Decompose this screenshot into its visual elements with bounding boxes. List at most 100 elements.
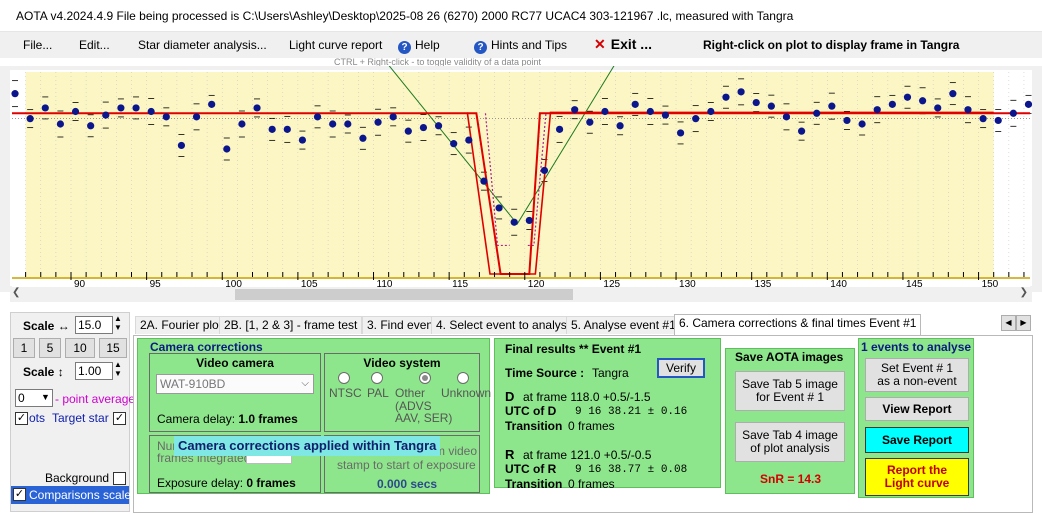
ntsc-radio[interactable]: [338, 372, 350, 384]
data-point[interactable]: [601, 107, 609, 116]
data-point[interactable]: [1024, 100, 1033, 108]
data-point[interactable]: [283, 125, 291, 133]
pts-checkbox[interactable]: ✓: [15, 412, 28, 425]
save-tab4-image-button[interactable]: Save Tab 4 image of plot analysis: [735, 422, 845, 462]
data-point[interactable]: [858, 120, 866, 128]
data-point[interactable]: [268, 125, 276, 133]
background-checkbox[interactable]: [113, 472, 126, 485]
scroll-left-icon[interactable]: ❮: [12, 287, 21, 298]
data-point[interactable]: [722, 93, 730, 101]
data-point[interactable]: [11, 90, 19, 98]
data-point[interactable]: [964, 106, 972, 114]
data-point[interactable]: [616, 122, 624, 130]
data-point[interactable]: [903, 93, 912, 101]
data-point[interactable]: [298, 136, 307, 144]
scale-v-spinner-icon[interactable]: ▲ ▼: [114, 360, 122, 378]
data-point[interactable]: [828, 102, 836, 110]
tab-analyse-event[interactable]: 5. Analyse event #1: [566, 316, 681, 334]
data-point[interactable]: [646, 107, 654, 116]
data-point[interactable]: [994, 116, 1002, 125]
data-point[interactable]: [223, 145, 231, 153]
data-point[interactable]: [359, 134, 367, 142]
light-curve-svg[interactable]: 90 95 100 105 110 115 120 125 130 135 140 145 150: [0, 66, 1042, 292]
menu-exit[interactable]: ✕ Exit ...: [594, 36, 652, 53]
tab-fourier-plot[interactable]: 2A. Fourier plot: [135, 316, 228, 334]
tab-select-event[interactable]: 4. Select event to analyse: [431, 316, 579, 334]
scrollbar-thumb[interactable]: [235, 289, 573, 300]
point-average-chevron-icon[interactable]: ▼: [41, 392, 50, 402]
tab-scroll-right-icon[interactable]: ▶: [1016, 315, 1031, 331]
data-point[interactable]: [177, 141, 186, 150]
data-point[interactable]: [253, 104, 261, 112]
data-point[interactable]: [525, 216, 533, 225]
data-point[interactable]: [843, 116, 851, 125]
data-point[interactable]: [979, 115, 987, 123]
data-point[interactable]: [41, 104, 49, 112]
zoom-15-button[interactable]: 15: [99, 338, 127, 358]
pal-radio[interactable]: [371, 372, 383, 384]
tab-camera-corrections[interactable]: 6. Camera corrections & final times Even…: [674, 314, 922, 335]
data-point[interactable]: [192, 113, 201, 121]
point-average-select[interactable]: 0: [15, 389, 53, 407]
data-point[interactable]: [238, 120, 246, 128]
save-tab5-image-button[interactable]: Save Tab 5 image for Event # 1: [735, 371, 845, 411]
set-non-event-button[interactable]: Set Event # 1 as a non-event: [865, 358, 969, 392]
menu-file[interactable]: File...: [23, 38, 53, 52]
data-point[interactable]: [434, 122, 443, 130]
data-point[interactable]: [555, 125, 564, 133]
scale-h-input[interactable]: 15.0: [75, 316, 113, 334]
save-report-button[interactable]: Save Report: [865, 427, 969, 453]
data-point[interactable]: [737, 88, 745, 96]
data-point[interactable]: [329, 120, 337, 128]
report-light-curve-button[interactable]: Report the Light curve: [865, 458, 969, 496]
tab-scroll-left-icon[interactable]: ◀: [1001, 315, 1016, 331]
data-point[interactable]: [661, 111, 670, 119]
plot-scrollbar[interactable]: ❮ ❯: [10, 287, 1032, 302]
scale-v-input[interactable]: 1.00: [75, 362, 113, 380]
data-point[interactable]: [873, 106, 881, 114]
scale-h-spinner-icon[interactable]: ▲ ▼: [114, 314, 122, 332]
data-point[interactable]: [344, 120, 352, 128]
data-point[interactable]: [495, 204, 503, 212]
data-point[interactable]: [117, 104, 125, 112]
data-point[interactable]: [510, 218, 518, 226]
data-point[interactable]: [540, 166, 549, 175]
data-point[interactable]: [934, 104, 942, 112]
menu-hints[interactable]: ? Hints and Tips: [474, 38, 567, 54]
view-report-button[interactable]: View Report: [865, 397, 969, 421]
data-point[interactable]: [208, 100, 216, 108]
data-point[interactable]: [707, 107, 715, 116]
data-point[interactable]: [571, 106, 579, 114]
data-point[interactable]: [480, 177, 488, 185]
verify-button[interactable]: Verify: [657, 358, 705, 378]
data-point[interactable]: [374, 118, 382, 126]
tab-find-events[interactable]: 3. Find events: [362, 316, 448, 334]
tab-frame-test[interactable]: 2B. [1, 2 & 3] - frame test: [219, 316, 363, 334]
data-point[interactable]: [631, 100, 639, 108]
light-curve-plot[interactable]: 90 95 100 105 110 115 120 125 130 135 140 145 150: [0, 66, 1042, 292]
zoom-1-button[interactable]: 1: [13, 338, 35, 358]
unknown-radio[interactable]: [457, 372, 469, 384]
comparisons-row[interactable]: ✓ Comparisons scaled: [11, 486, 138, 504]
data-point[interactable]: [797, 127, 806, 135]
menu-edit[interactable]: Edit...: [79, 38, 110, 52]
target-star-checkbox[interactable]: ✓: [113, 412, 126, 425]
data-point[interactable]: [752, 98, 760, 107]
data-point[interactable]: [888, 100, 896, 108]
data-point[interactable]: [389, 113, 397, 121]
data-point[interactable]: [404, 127, 412, 135]
data-points[interactable]: [11, 88, 1033, 226]
zoom-10-button[interactable]: 10: [65, 338, 95, 358]
comparisons-checkbox[interactable]: ✓: [13, 488, 26, 501]
data-point[interactable]: [586, 118, 594, 126]
other-radio[interactable]: [419, 372, 431, 384]
data-point[interactable]: [147, 107, 155, 116]
data-point[interactable]: [813, 109, 821, 117]
menu-help[interactable]: ? Help: [398, 38, 440, 54]
data-point[interactable]: [450, 140, 458, 148]
data-point[interactable]: [949, 90, 957, 98]
data-point[interactable]: [102, 111, 110, 119]
data-point[interactable]: [313, 113, 322, 121]
scroll-right-icon[interactable]: ❯: [1019, 287, 1028, 298]
data-point[interactable]: [676, 129, 685, 137]
